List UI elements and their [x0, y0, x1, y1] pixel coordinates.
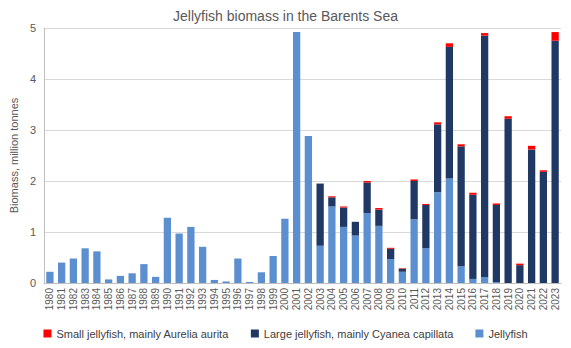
svg-text:1994: 1994	[209, 288, 220, 311]
svg-text:Small jellyfish, mainly Aureli: Small jellyfish, mainly Aurelia aurita	[56, 328, 229, 340]
svg-text:2021: 2021	[526, 288, 537, 311]
svg-text:2000: 2000	[279, 288, 290, 311]
svg-text:2013: 2013	[432, 288, 443, 311]
svg-text:1993: 1993	[197, 288, 208, 311]
svg-text:1999: 1999	[268, 288, 279, 311]
svg-text:2020: 2020	[514, 288, 525, 311]
svg-text:Biomass, million tonnes: Biomass, million tonnes	[8, 97, 20, 213]
svg-text:1981: 1981	[56, 288, 67, 311]
svg-text:1998: 1998	[256, 288, 267, 311]
svg-text:2002: 2002	[303, 288, 314, 311]
svg-text:1997: 1997	[244, 288, 255, 311]
svg-text:1985: 1985	[103, 288, 114, 311]
svg-text:2014: 2014	[444, 288, 455, 311]
svg-text:0: 0	[30, 277, 36, 289]
svg-text:2007: 2007	[362, 288, 373, 311]
svg-text:1992: 1992	[185, 288, 196, 311]
svg-text:2012: 2012	[420, 288, 431, 311]
svg-text:2023: 2023	[550, 288, 561, 311]
svg-text:1996: 1996	[232, 288, 243, 311]
svg-text:2015: 2015	[456, 288, 467, 311]
svg-text:Jellyfish: Jellyfish	[488, 328, 527, 340]
svg-text:1: 1	[30, 226, 36, 238]
svg-text:1986: 1986	[115, 288, 126, 311]
svg-text:1988: 1988	[138, 288, 149, 311]
svg-text:1989: 1989	[150, 288, 161, 311]
svg-text:2: 2	[30, 175, 36, 187]
svg-text:2005: 2005	[338, 288, 349, 311]
svg-text:2019: 2019	[503, 288, 514, 311]
svg-text:5: 5	[30, 22, 36, 34]
svg-text:1984: 1984	[91, 288, 102, 311]
svg-text:Jellyfish biomass in the Baren: Jellyfish biomass in the Barents Sea	[173, 8, 398, 24]
svg-text:1990: 1990	[162, 288, 173, 311]
svg-text:2009: 2009	[385, 288, 396, 311]
svg-text:2022: 2022	[538, 288, 549, 311]
svg-text:4: 4	[30, 73, 36, 85]
svg-text:1991: 1991	[174, 288, 185, 311]
svg-text:1995: 1995	[221, 288, 232, 311]
svg-text:Large jellyfish, mainly Cyanea: Large jellyfish, mainly Cyanea capillata	[264, 328, 454, 340]
svg-text:1983: 1983	[80, 288, 91, 311]
svg-text:2003: 2003	[315, 288, 326, 311]
svg-text:2004: 2004	[326, 288, 337, 311]
svg-text:2011: 2011	[409, 288, 420, 310]
svg-text:2008: 2008	[373, 288, 384, 311]
svg-text:2016: 2016	[467, 288, 478, 311]
svg-text:2010: 2010	[397, 288, 408, 311]
svg-text:2001: 2001	[291, 288, 302, 311]
svg-text:1987: 1987	[127, 288, 138, 311]
svg-text:2018: 2018	[491, 288, 502, 311]
svg-text:1982: 1982	[68, 288, 79, 311]
svg-text:2017: 2017	[479, 288, 490, 311]
svg-text:1980: 1980	[44, 288, 55, 311]
svg-text:2006: 2006	[350, 288, 361, 311]
svg-text:3: 3	[30, 124, 36, 136]
